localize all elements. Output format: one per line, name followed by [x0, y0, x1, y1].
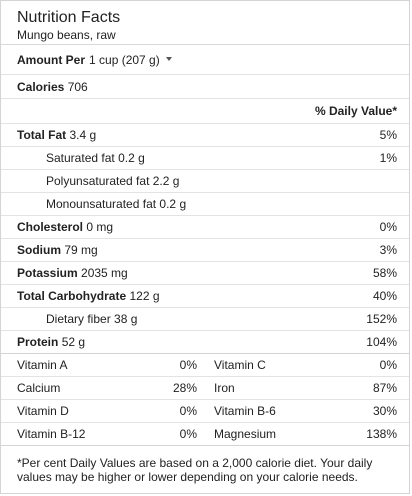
nutrition-header: Nutrition Facts Mungo beans, raw	[1, 1, 409, 45]
nutrient-row-polyunsaturated-fat: Polyunsaturated fat 2.2 g	[1, 170, 409, 193]
vitamin-percent: 0%	[379, 358, 397, 372]
vitamin-label: Calcium	[17, 381, 61, 395]
nutrient-row-monounsaturated-fat: Monounsaturated fat 0.2 g	[1, 193, 409, 216]
daily-value-footnote: *Per cent Daily Values are based on a 2,…	[17, 456, 373, 484]
nutrient-label: Potassium	[17, 266, 78, 280]
nutrient-percent: 0%	[379, 220, 397, 234]
nutrient-label: Monounsaturated fat	[46, 197, 157, 211]
nutrient-label: Polyunsaturated fat	[46, 174, 150, 188]
serving-size-value: 1 cup (207 g)	[89, 52, 160, 67]
nutrient-percent: 104%	[366, 335, 397, 349]
nutrient-label: Protein	[17, 335, 59, 349]
vitamin-percent: 0%	[179, 427, 197, 441]
nutrient-label: Dietary fiber	[46, 312, 111, 326]
nutrient-row-total-fat: Total Fat 3.4 g 5%	[1, 124, 409, 147]
calories-label: Calories	[17, 79, 65, 94]
nutrient-label: Sodium	[17, 243, 61, 257]
vitamin-label: Vitamin A	[17, 358, 68, 372]
nutrient-label: Total Fat	[17, 128, 67, 142]
nutrient-row-cholesterol: Cholesterol 0 mg 0%	[1, 216, 409, 239]
nutrient-percent: 58%	[372, 266, 397, 280]
vitamin-label: Vitamin B-12	[17, 427, 86, 441]
vitamin-percent: 28%	[172, 381, 197, 395]
nutrient-label: Saturated fat	[46, 151, 115, 165]
vitamin-percent: 0%	[179, 358, 197, 372]
nutrient-row-saturated-fat: Saturated fat 0.2 g 1%	[1, 147, 409, 170]
nutrient-value: 0.2 g	[159, 197, 187, 211]
nutrient-row-sodium: Sodium 79 mg 3%	[1, 239, 409, 262]
amount-per-row: Amount Per 1 cup (207 g)	[1, 45, 409, 75]
nutrient-value: 0 mg	[86, 220, 114, 234]
vitamin-percent: 30%	[372, 404, 397, 418]
nutrient-value: 38 g	[114, 312, 138, 326]
vitamin-label: Vitamin C	[214, 358, 266, 372]
vitamin-label: Vitamin D	[17, 404, 69, 418]
daily-value-header: % Daily Value*	[1, 99, 409, 124]
nutrition-title: Nutrition Facts	[17, 9, 121, 26]
vitamin-label: Vitamin B-6	[214, 404, 276, 418]
nutrient-row-dietary-fiber: Dietary fiber 38 g 152%	[1, 308, 409, 331]
nutrient-value: 52 g	[61, 335, 86, 349]
food-name: Mungo beans, raw	[17, 28, 116, 42]
daily-value-label: % Daily Value*	[314, 104, 397, 118]
vitamin-percent: 87%	[372, 381, 397, 395]
nutrient-percent: 152%	[366, 312, 397, 326]
nutrient-row-total-carbohydrate: Total Carbohydrate 122 g 40%	[1, 285, 409, 308]
vitamin-percent: 138%	[366, 427, 397, 441]
chevron-down-icon	[165, 57, 172, 62]
amount-per-label: Amount Per	[17, 52, 86, 67]
nutrient-percent: 1%	[379, 151, 397, 165]
nutrient-value: 2035 mg	[81, 266, 128, 280]
nutrient-percent: 3%	[379, 243, 397, 257]
nutrient-label: Total Carbohydrate	[17, 289, 127, 303]
nutrient-row-protein: Protein 52 g 104%	[1, 331, 409, 354]
nutrient-row-potassium: Potassium 2035 mg 58%	[1, 262, 409, 285]
nutrient-percent: 40%	[372, 289, 397, 303]
nutrient-percent: 5%	[379, 128, 397, 142]
nutrient-label: Cholesterol	[17, 220, 84, 234]
vitamin-row: Vitamin A 0% Vitamin C 0%	[1, 354, 409, 377]
calories-row: Calories 706	[1, 75, 409, 99]
serving-size-dropdown[interactable]: 1 cup (207 g)	[89, 53, 172, 67]
vitamin-percent: 0%	[179, 404, 197, 418]
vitamin-row: Calcium 28% Iron 87%	[1, 377, 409, 400]
vitamin-label: Iron	[214, 381, 235, 395]
nutrient-value: 0.2 g	[118, 151, 145, 165]
nutrient-value: 122 g	[129, 289, 160, 303]
calories-value: 706	[67, 79, 88, 94]
vitamin-row: Vitamin D 0% Vitamin B-6 30%	[1, 400, 409, 423]
nutrient-value: 79 mg	[64, 243, 98, 257]
vitamin-label: Magnesium	[214, 427, 277, 441]
nutrient-value: 3.4 g	[69, 128, 97, 142]
vitamin-row: Vitamin B-12 0% Magnesium 138%	[1, 423, 409, 446]
nutrient-value: 2.2 g	[152, 174, 180, 188]
